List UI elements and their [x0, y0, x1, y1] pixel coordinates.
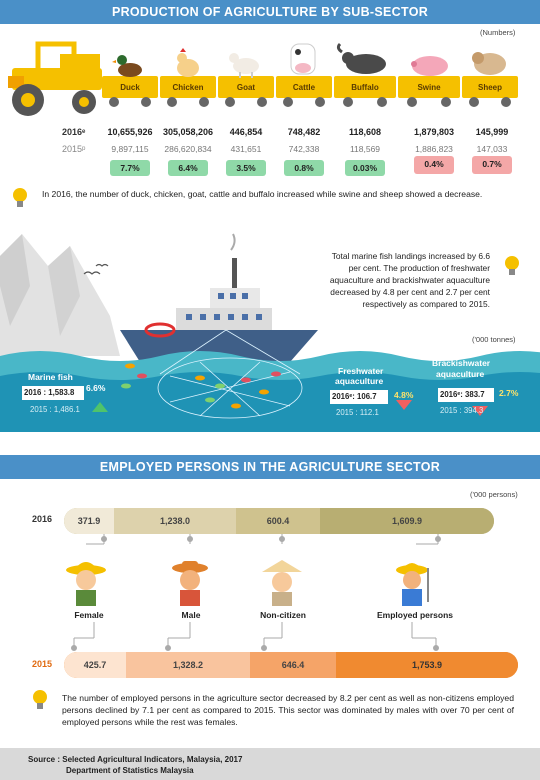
employment-year-2016: 2016 — [32, 514, 53, 524]
fisheries-illustration — [0, 233, 540, 432]
bar2015-segment-2: 1,328.2 — [126, 652, 250, 678]
employment-note: The number of employed persons in the ag… — [62, 693, 514, 727]
lightbulb-icon — [505, 256, 519, 275]
duck-2015-value: 9,897,115 — [111, 144, 149, 154]
cattle-2016-value: 748,482 — [287, 127, 321, 137]
bar2016-segment-2: 1,238.0 — [114, 508, 236, 534]
buffalo-pct-badge: 0.03% — [345, 160, 385, 176]
swine-2015-value: 1,886,823 — [415, 144, 453, 154]
marine-2016-value: 2016 : 1,583.8 — [22, 386, 84, 400]
category-label-employed: Employed persons — [376, 610, 454, 620]
bar2016-segment-4: 1,609.9 — [320, 508, 494, 534]
sheep-2016-value: 145,999 — [475, 127, 509, 137]
cart-label-cattle: Cattle — [292, 83, 316, 92]
goat-icon — [229, 53, 259, 78]
swine-2016-value: 1,879,803 — [413, 127, 455, 137]
cart-label-chicken: Chicken — [172, 83, 204, 92]
connector-lines — [71, 534, 441, 651]
brackish-2016-value: 2016ᵉ: 383.7 — [438, 388, 494, 402]
buffalo-2015-value: 118,569 — [349, 144, 381, 154]
mountain-icon — [0, 234, 120, 356]
sea-deep — [0, 372, 540, 432]
fisheries-unit: ('000 tonnes) — [472, 335, 516, 344]
brackish-label-line1: Brackishwater — [432, 358, 491, 368]
cart-label-goat: Goat — [236, 83, 256, 92]
cattle-2015-value: 742,338 — [288, 144, 320, 154]
bird-icon — [83, 271, 101, 275]
goat-pct-badge: 3.5% — [226, 160, 266, 176]
freshwater-label-line2: aquaculture — [335, 376, 384, 386]
cart-label-buffalo: Buffalo — [351, 83, 379, 92]
chicken-2016-value: 305,058,206 — [162, 127, 214, 137]
goat-2016-value: 446,854 — [229, 127, 263, 137]
buffalo-icon — [336, 42, 386, 74]
cattle-icon — [290, 43, 316, 75]
cart-row — [102, 76, 518, 107]
employment-unit: ('000 persons) — [470, 490, 518, 499]
cart-label-swine: Swine — [417, 83, 441, 92]
swine-pct-badge: 0.4% — [414, 156, 454, 174]
chicken-pct-badge: 6.4% — [168, 160, 208, 176]
sheep-2015-value: 147,033 — [476, 144, 508, 154]
lightbulb-icon — [33, 690, 47, 709]
bar2016-segment-1: 371.9 — [64, 508, 114, 534]
bar2015-segment-3: 646.4 — [250, 652, 336, 678]
brackish-label-line2: aquaculture — [436, 369, 485, 379]
chicken-2015-value: 286,620,834 — [164, 144, 212, 154]
sheep-pct-badge: 0.7% — [472, 156, 512, 174]
down-arrow-icon — [396, 400, 412, 410]
chicken-icon — [177, 48, 199, 77]
category-label-female: Female — [74, 610, 104, 620]
livestock-note: In 2016, the number of duck, chicken, go… — [42, 189, 483, 199]
employment-title: EMPLOYED PERSONS IN THE AGRICULTURE SECT… — [0, 455, 540, 479]
brackish-pct: 2.7% — [499, 388, 519, 398]
freshwater-pct: 4.8% — [394, 390, 414, 400]
marine-2015-value: 2015 : 1,486.1 — [30, 405, 80, 414]
fisheries-note: Total marine fish landings increased by … — [329, 251, 490, 309]
bird-icon — [95, 263, 109, 267]
freshwater-label-line1: Freshwater — [338, 366, 384, 376]
duck-2016-value: 10,655,926 — [107, 127, 153, 137]
marine-fish-label: Marine fish — [28, 372, 73, 382]
employment-year-2015: 2015 — [32, 659, 53, 669]
bar2015-segment-1: 425.7 — [64, 652, 126, 678]
brackish-2015-value: 2015 : 394.3 — [440, 406, 484, 415]
bar2015-segment-4: 1,753.9 — [336, 652, 518, 678]
category-label-male: Male — [181, 610, 201, 620]
tractor-train-illustration — [8, 41, 518, 116]
goat-2015-value: 431,651 — [230, 144, 262, 154]
production-unit: (Numbers) — [480, 28, 516, 37]
female-farmer-icon — [66, 562, 106, 606]
livestock-year-2015: 2015ᵖ — [62, 144, 86, 154]
non-citizen-farmer-icon — [262, 560, 302, 606]
duck-icon — [112, 55, 142, 77]
livestock-year-2016: 2016ᵉ — [62, 127, 86, 137]
down-arrow-icon — [472, 406, 488, 416]
male-farmer-icon — [172, 561, 208, 606]
fish-icon — [121, 363, 281, 409]
sheep-icon — [472, 52, 506, 75]
lightbulb-icon — [13, 188, 27, 207]
source-line1: Source : Selected Agricultural Indicator… — [28, 755, 243, 764]
swine-icon — [411, 56, 448, 76]
production-title: PRODUCTION OF AGRICULTURE BY SUB-SECTOR — [0, 0, 540, 24]
category-label-non-citizen: Non-citizen — [260, 610, 306, 620]
cart-label-duck: Duck — [120, 83, 140, 92]
ship-icon — [120, 233, 318, 362]
cart-label-sheep: Sheep — [477, 83, 502, 92]
marine-pct: 6.6% — [86, 383, 106, 393]
duck-pct-badge: 7.7% — [110, 160, 150, 176]
tractor-icon — [8, 41, 102, 116]
up-arrow-icon — [92, 402, 108, 412]
source-line2: Department of Statistics Malaysia — [66, 766, 194, 775]
cattle-pct-badge: 0.8% — [284, 160, 324, 176]
buffalo-2016-value: 118,608 — [348, 127, 382, 137]
freshwater-2016-value: 2016ᵉ: 106.7 — [330, 390, 388, 404]
bar2016-segment-3: 600.4 — [236, 508, 320, 534]
fishing-net-icon — [157, 329, 303, 419]
freshwater-2015-value: 2015 : 112.1 — [336, 408, 379, 417]
source-footer: Source : Selected Agricultural Indicator… — [0, 748, 540, 780]
employed-persons-icon — [396, 563, 429, 606]
